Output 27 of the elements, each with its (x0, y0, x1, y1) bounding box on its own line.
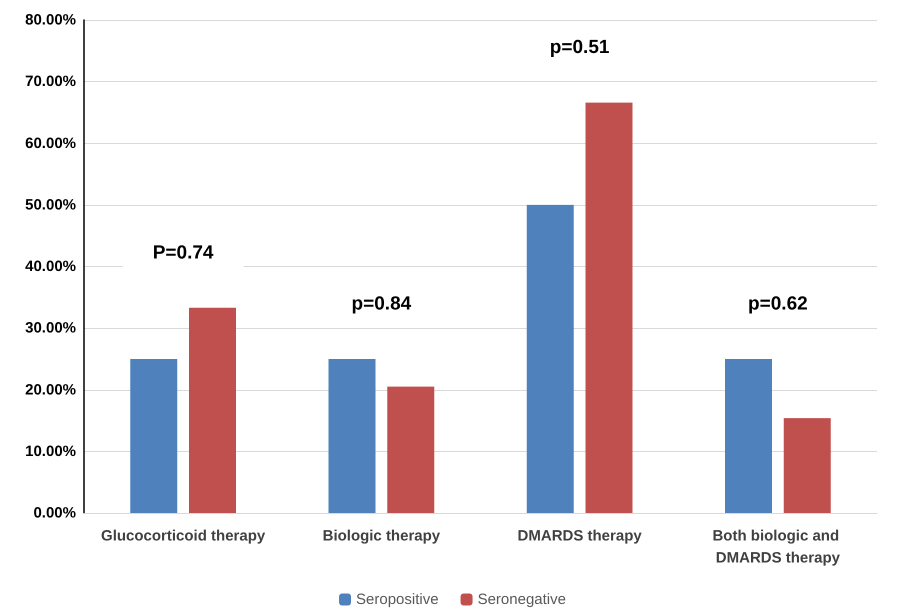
legend-label: Seronegative (478, 591, 566, 608)
bar (328, 358, 376, 513)
y-tick-label: 60.00% (25, 134, 76, 152)
annotation: p=0.84 (352, 293, 412, 314)
x-tick-label: Both biologic and DMARDS therapy (712, 528, 844, 566)
x-tick-label: Glucocorticoid therapy (101, 528, 266, 544)
bar (387, 386, 434, 513)
bar (784, 418, 831, 513)
y-tick-label: 80.00% (25, 12, 76, 28)
bar (526, 204, 574, 513)
y-tick-label: 50.00% (25, 196, 76, 214)
y-tick-label: 70.00% (25, 73, 76, 90)
legend-label: Seropositive (356, 591, 439, 608)
bar (725, 358, 772, 513)
bar (189, 308, 236, 513)
y-tick-label: 20.00% (25, 381, 76, 398)
y-tick-label: 10.00% (25, 442, 76, 460)
bar (586, 102, 632, 513)
x-tick-label: Biologic therapy (322, 528, 441, 544)
y-tick-label: 40.00% (25, 258, 76, 275)
annotation: p=0.62 (748, 293, 808, 314)
bar (130, 358, 178, 513)
annotation: p=0.51 (550, 37, 610, 58)
y-tick-label: 30.00% (25, 320, 76, 337)
y-tick-label: 0.00% (33, 504, 76, 522)
annotation: P=0.74 (152, 242, 214, 264)
x-tick-label: DMARDS therapy (518, 528, 642, 544)
